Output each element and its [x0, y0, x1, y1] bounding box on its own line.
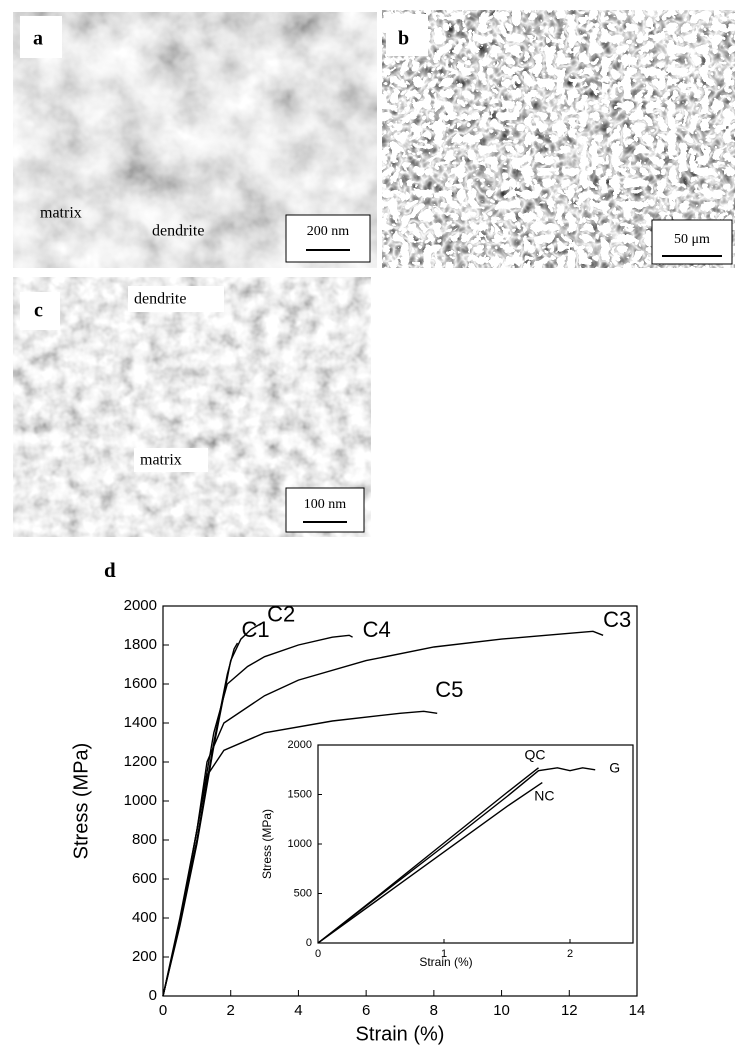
- curve-label: NC: [534, 787, 554, 803]
- scale-bar-label: 50 μm: [674, 232, 710, 247]
- y-tick-label: 1000: [288, 838, 312, 850]
- x-tick-label: 6: [362, 1002, 370, 1019]
- annotation-box: [128, 286, 224, 312]
- curve-label: C4: [363, 617, 391, 642]
- scale-box: [285, 214, 371, 263]
- curve: [317, 767, 596, 944]
- x-tick-label: 2: [567, 948, 573, 960]
- x-tick-label: 1: [441, 948, 447, 960]
- curve: [317, 782, 543, 944]
- x-tick-label: 0: [159, 1002, 167, 1019]
- y-tick-label: 1600: [124, 675, 157, 692]
- panel-c: c dendrite matrix 100 nm: [13, 277, 371, 537]
- annotation: matrix: [40, 205, 82, 222]
- y-tick-label: 1500: [288, 788, 312, 800]
- y-tick-label: 2000: [124, 597, 157, 614]
- x-tick-label: 4: [294, 1002, 302, 1019]
- annotation: matrix: [140, 452, 182, 469]
- panel-label: c: [34, 300, 43, 322]
- panel-b: b 50 μm: [382, 10, 735, 268]
- y-tick-label: 2000: [288, 739, 312, 751]
- x-tick-label: 2: [227, 1002, 235, 1019]
- curve-label: QC: [525, 746, 546, 762]
- y-tick-label: 0: [306, 937, 312, 949]
- panel-label: d: [104, 558, 116, 582]
- curve-label: C1: [241, 617, 269, 642]
- x-tick-label: 0: [315, 948, 321, 960]
- label-box: [386, 14, 428, 56]
- curve: [162, 622, 262, 997]
- curve: [162, 710, 438, 997]
- panel-label: b: [398, 28, 409, 50]
- label-box: [20, 292, 60, 330]
- x-axis-label: Strain (%): [356, 1023, 445, 1045]
- x-tick-label: 10: [493, 1002, 510, 1019]
- curve-label: C2: [267, 601, 295, 626]
- panel-a: a matrix dendrite 200 nm: [13, 12, 377, 268]
- scale-bar-label: 100 nm: [304, 497, 347, 512]
- y-axis-label: Stress (MPa): [260, 809, 274, 879]
- curve-label: C5: [435, 677, 463, 702]
- curve-label: C3: [603, 607, 631, 632]
- y-tick-label: 1000: [124, 792, 157, 809]
- label-box: [20, 16, 62, 58]
- scale-bar-label: 200 nm: [307, 224, 350, 239]
- inset-background: [318, 745, 633, 943]
- panel-label: a: [33, 28, 43, 50]
- y-tick-label: 600: [132, 870, 157, 887]
- y-tick-label: 1400: [124, 714, 157, 731]
- y-tick-label: 400: [132, 909, 157, 926]
- annotation: dendrite: [152, 223, 204, 240]
- y-tick-label: 500: [294, 887, 312, 899]
- y-tick-label: 200: [132, 948, 157, 965]
- y-tick-label: 1800: [124, 636, 157, 653]
- x-tick-label: 14: [629, 1002, 646, 1019]
- y-axis-label: Stress (MPa): [70, 743, 92, 860]
- y-tick-label: 1200: [124, 753, 157, 770]
- annotation-box: [134, 448, 208, 472]
- scale-box: [285, 487, 365, 533]
- x-tick-label: 12: [561, 1002, 578, 1019]
- y-tick-label: 800: [132, 831, 157, 848]
- y-tick-label: 0: [149, 987, 157, 1004]
- x-tick-label: 8: [430, 1002, 438, 1019]
- annotation: dendrite: [134, 291, 186, 308]
- curve-label: G: [609, 759, 620, 775]
- x-axis-label: Strain (%): [419, 955, 472, 969]
